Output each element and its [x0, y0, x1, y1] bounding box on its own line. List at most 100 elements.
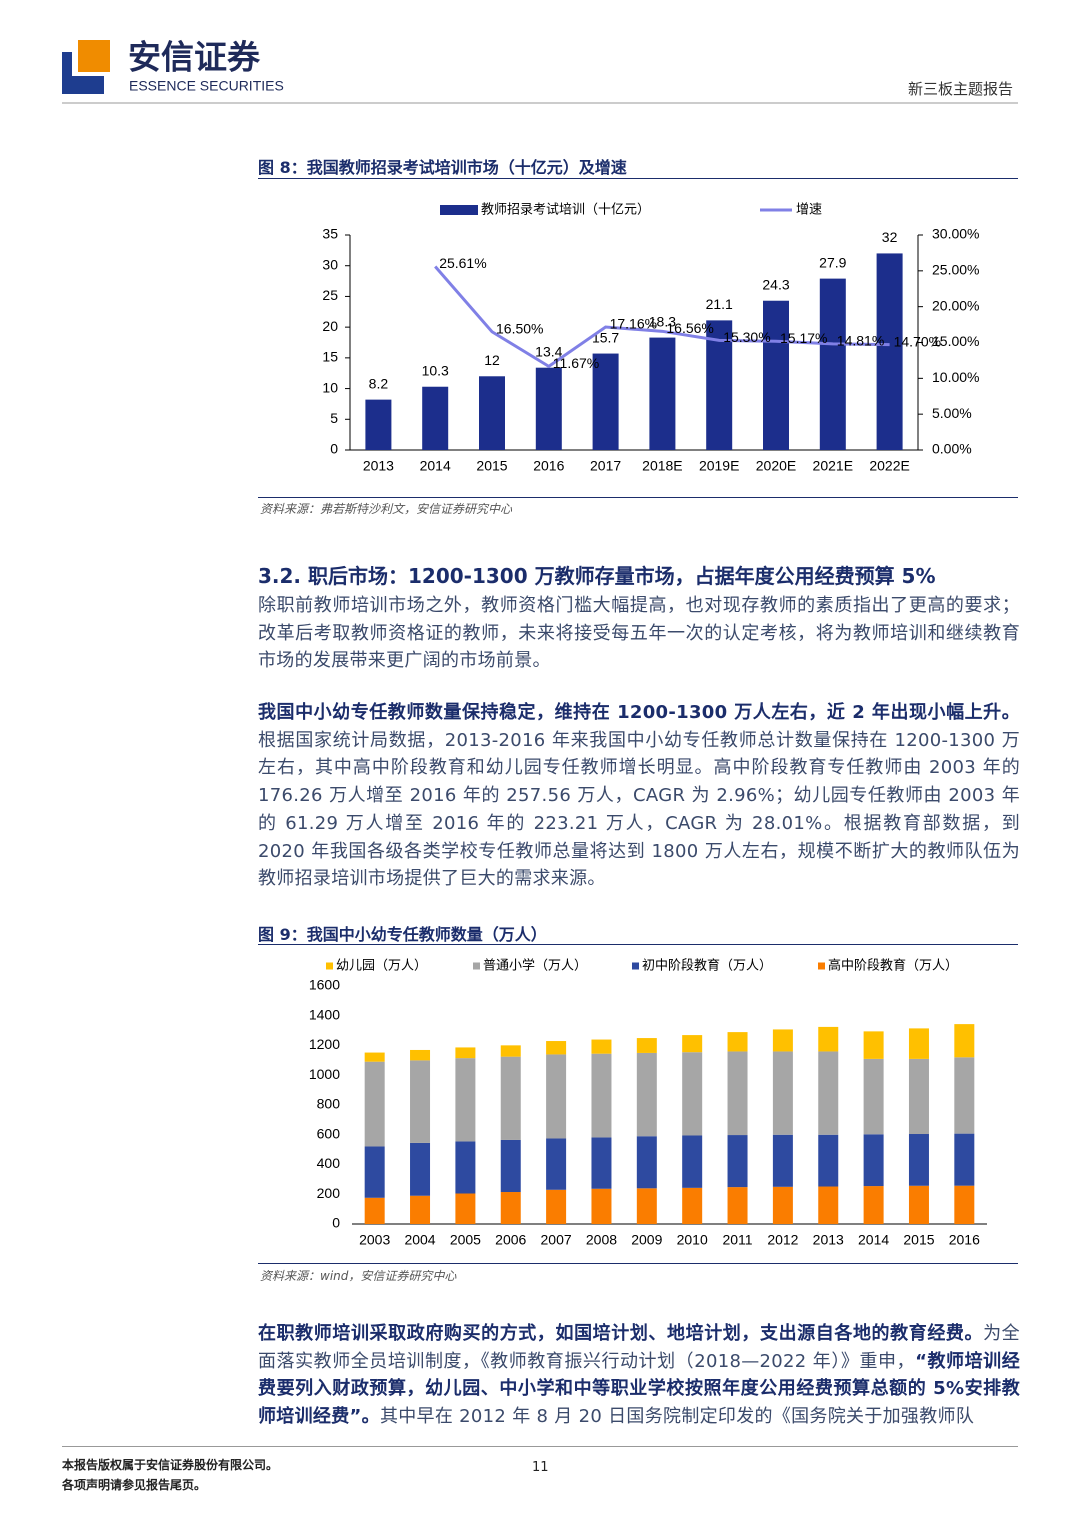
- data-label: 12: [484, 352, 500, 368]
- logo-name: 安信证券: [128, 39, 261, 76]
- y-tick-label: 35: [322, 226, 338, 242]
- x-tick-label: 2014: [420, 458, 451, 474]
- section-heading: 3.2. 职后市场：1200-1300 万教师存量市场，占据年度公用经费预算 5…: [258, 564, 936, 588]
- bar-segment: [727, 1135, 748, 1188]
- bar-segment: [727, 1051, 748, 1136]
- y2-tick-label: 0.00%: [932, 441, 972, 457]
- text-run: 根据国家统计局数据，2013-2016 年来我国中小幼专任教师总计数量保持在 1…: [258, 729, 1020, 890]
- bar-segment: [591, 1188, 612, 1224]
- bar: [649, 337, 676, 450]
- bar-segment: [772, 1051, 793, 1135]
- legend-marker: [473, 962, 480, 970]
- paragraph: 在职教师培训采取政府购买的方式，如国培计划、地培计划，支出源自各地的教育经费。为…: [258, 1320, 1020, 1431]
- data-label: 32: [882, 229, 898, 245]
- x-tick-label: 2011: [722, 1232, 752, 1248]
- text-run: “教师培训经费要列入财政预算，幼儿园、中小学和中等职业学校按照年度公用经费预算总…: [258, 1350, 1020, 1428]
- bar: [422, 386, 449, 450]
- x-tick-label: 2015: [903, 1232, 934, 1248]
- bar-segment: [727, 1032, 748, 1052]
- data-label: 16.56%: [666, 320, 713, 336]
- x-tick-label: 2015: [476, 458, 507, 474]
- legend-marker: [632, 962, 639, 970]
- bar-segment: [954, 1185, 975, 1224]
- bar-segment: [455, 1193, 476, 1224]
- y-tick-label: 20: [322, 318, 338, 334]
- bar-segment: [546, 1138, 567, 1190]
- y-tick-label: 0: [330, 441, 338, 457]
- legend-marker: [326, 962, 333, 970]
- y2-tick-label: 10.00%: [932, 369, 979, 385]
- data-label: 10.3: [422, 362, 449, 378]
- bar-segment: [500, 1056, 521, 1140]
- bar-segment: [410, 1195, 431, 1224]
- data-label: 18.3: [649, 313, 676, 329]
- bar-segment: [500, 1045, 521, 1057]
- x-tick-label: 2003: [359, 1232, 390, 1248]
- y-tick-label: 30: [322, 256, 338, 272]
- header: 安信证券 ESSENCE SECURITIES 新三板主题报告: [62, 38, 1018, 104]
- data-label: 14.81%: [837, 333, 884, 349]
- footer-line: 各项声明请参见报告尾页。: [62, 1478, 207, 1492]
- text-run: 我国中小幼专任教师数量保持稳定，维持在 1200-1300 万人左右，近 2 年…: [258, 702, 1020, 723]
- line: [434, 265, 890, 369]
- y2-tick-label: 30.00%: [932, 226, 979, 242]
- bar-segment: [863, 1031, 884, 1059]
- y-tick-label: 25: [322, 287, 338, 303]
- bar-segment: [772, 1186, 793, 1224]
- x-tick-label: 2012: [767, 1232, 798, 1248]
- x-tick-label: 2016: [533, 458, 564, 474]
- bar-segment: [954, 1057, 975, 1134]
- y2-tick-label: 15.00%: [932, 333, 979, 349]
- x-tick-label: 2020E: [756, 458, 796, 474]
- x-tick-label: 2013: [813, 1232, 844, 1248]
- data-label: 21.1: [706, 296, 733, 312]
- bar-segment: [364, 1052, 385, 1062]
- bar-segment: [410, 1049, 431, 1061]
- data-label: 13.4: [535, 343, 562, 359]
- bar-segment: [364, 1197, 385, 1224]
- legend-marker: [440, 205, 478, 215]
- bar-segment: [636, 1038, 657, 1053]
- x-tick-label: 2022E: [869, 458, 909, 474]
- bar-segment: [727, 1187, 748, 1224]
- bar-segment: [908, 1028, 929, 1059]
- bar-segment: [908, 1185, 929, 1224]
- text-run: 其中早在 2012 年 8 月 20 日国务院制定印发的《国务院关于加强教师队: [379, 1406, 975, 1428]
- data-label: 25.61%: [439, 255, 486, 271]
- bar-segment: [364, 1146, 385, 1198]
- y2-tick-label: 25.00%: [932, 262, 979, 278]
- data-label: 8.2: [369, 375, 389, 391]
- report-type: 新三板主题报告: [908, 80, 1013, 98]
- data-label: 15.30%: [723, 329, 770, 345]
- bar: [592, 353, 619, 450]
- y2-tick-label: 20.00%: [932, 297, 979, 313]
- y-tick-label: 200: [317, 1185, 341, 1201]
- y2-tick-label: 5.00%: [932, 405, 972, 421]
- bar-segment: [682, 1035, 703, 1053]
- x-tick-label: 2018E: [642, 458, 682, 474]
- bar-segment: [863, 1186, 884, 1224]
- legend-label: 普通小学（万人）: [483, 957, 587, 972]
- x-tick-label: 2009: [631, 1232, 662, 1248]
- bar-segment: [410, 1142, 431, 1196]
- y-tick-label: 1200: [309, 1036, 340, 1052]
- x-tick-label: 2006: [495, 1232, 526, 1248]
- bar: [876, 253, 903, 450]
- paragraph: 除职前教师培训市场之外，教师资格门槛大幅提高，也对现存教师的素质指出了更高的要求…: [258, 592, 1020, 675]
- y-tick-label: 5: [330, 410, 338, 426]
- y-tick-label: 0: [332, 1215, 340, 1231]
- data-label: 15.17%: [780, 330, 827, 346]
- bar: [819, 278, 846, 450]
- figure-title: 图 8：我国教师招录考试培训市场（十亿元）及增速: [258, 158, 627, 177]
- bar-segment: [364, 1061, 385, 1147]
- bar-segment: [682, 1187, 703, 1224]
- bar-segment: [546, 1189, 567, 1224]
- bar-segment: [455, 1141, 476, 1194]
- footer-rule: [62, 1446, 1018, 1447]
- bar-segment: [772, 1029, 793, 1052]
- bar: [479, 376, 505, 450]
- x-tick-label: 2013: [363, 458, 394, 474]
- x-tick-label: 2007: [541, 1232, 572, 1248]
